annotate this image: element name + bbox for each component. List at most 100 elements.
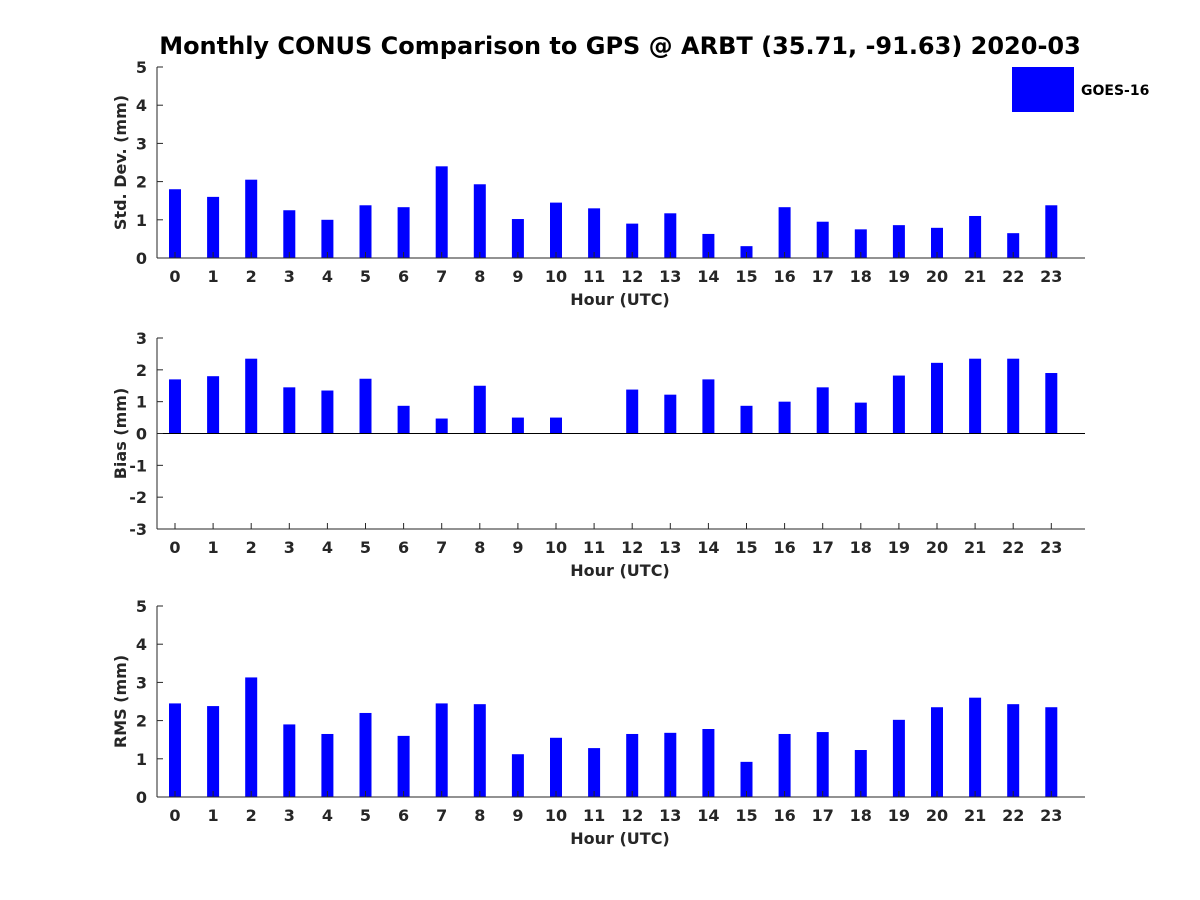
- bias-x-tick-label: 13: [659, 538, 681, 557]
- bias-x-tick-label: 6: [398, 538, 409, 557]
- std-dev-y-tick-label: 3: [136, 134, 147, 153]
- rms-bar-14: [702, 729, 715, 797]
- rms-x-tick-label: 19: [888, 806, 910, 825]
- legend-label: GOES-16: [1081, 83, 1149, 99]
- bias-y-tick-label: -3: [129, 520, 147, 539]
- bias-bar-2: [245, 358, 258, 434]
- rms-x-tick-label: 3: [284, 806, 295, 825]
- rms-x-tick-label: 13: [659, 806, 681, 825]
- bias-bar-20: [931, 362, 943, 434]
- rms-x-tick-label: 15: [735, 806, 757, 825]
- std-dev-y-tick-label: 4: [136, 96, 147, 115]
- bias-x-tick-label: 16: [773, 538, 795, 557]
- bias-bar-5: [359, 378, 372, 434]
- std-dev-bar-2: [245, 179, 258, 258]
- std-dev-x-tick-label: 13: [659, 267, 681, 286]
- bias-bar-18: [854, 402, 867, 434]
- std-dev-y-tick-label: 2: [136, 173, 147, 192]
- rms-bar-13: [664, 732, 677, 797]
- bias-y-tick-label: 1: [136, 393, 147, 412]
- bias-x-tick-label: 19: [888, 538, 910, 557]
- std-dev-bar-13: [664, 213, 677, 258]
- std-dev-x-tick-label: 20: [926, 267, 948, 286]
- rms-x-tick-label: 16: [773, 806, 795, 825]
- bias-x-tick-label: 21: [964, 538, 986, 557]
- std-dev-x-tick-label: 2: [246, 267, 257, 286]
- std-dev-x-tick-label: 3: [284, 267, 295, 286]
- rms-x-tick-label: 4: [322, 806, 333, 825]
- rms-x-tick-label: 1: [208, 806, 219, 825]
- bias-x-tick-label: 0: [169, 538, 180, 557]
- std-dev-bar-19: [892, 225, 905, 258]
- bias-bar-6: [397, 405, 410, 434]
- rms-bar-3: [283, 724, 296, 797]
- rms-bar-5: [359, 712, 372, 797]
- std-dev-bar-14: [702, 233, 715, 258]
- std-dev-x-tick-label: 22: [1002, 267, 1024, 286]
- std-dev-x-tick-label: 0: [169, 267, 180, 286]
- rms-x-tick-label: 20: [926, 806, 948, 825]
- rms-bar-10: [550, 737, 562, 797]
- bias-bar-4: [321, 390, 334, 434]
- rms-y-tick-label: 0: [136, 788, 147, 807]
- std-dev-bar-4: [321, 219, 334, 258]
- bias-x-tick-label: 20: [926, 538, 948, 557]
- bias-bar-16: [778, 401, 791, 434]
- legend: GOES-16: [1012, 67, 1149, 112]
- std-dev-bar-22: [1007, 233, 1020, 258]
- bias-bar-8: [473, 385, 486, 434]
- rms-x-tick-label: 23: [1040, 806, 1062, 825]
- std-dev-bar-23: [1045, 205, 1058, 258]
- bias-y-axis-label: Bias (mm): [111, 388, 130, 480]
- rms-bar-18: [854, 750, 867, 797]
- std-dev-bar-20: [931, 227, 943, 258]
- bias-bar-15: [740, 405, 753, 434]
- std-dev-y-axis-label: Std. Dev. (mm): [111, 95, 130, 230]
- rms-x-axis-label: Hour (UTC): [570, 829, 670, 848]
- bias-y-tick-label: 2: [136, 361, 147, 380]
- std-dev-x-tick-label: 17: [812, 267, 834, 286]
- bias-bar-12: [626, 389, 639, 434]
- bias-bar-0: [169, 379, 181, 434]
- rms-y-tick-label: 3: [136, 673, 147, 692]
- rms-x-tick-label: 2: [246, 806, 257, 825]
- bias-bar-10: [550, 417, 562, 434]
- rms-bar-7: [435, 703, 448, 797]
- rms-bar-9: [511, 754, 524, 797]
- figure-title: Monthly CONUS Comparison to GPS @ ARBT (…: [159, 32, 1081, 60]
- std-dev-bar-10: [550, 202, 562, 258]
- std-dev-bar-17: [816, 221, 829, 258]
- std-dev-bar-11: [588, 208, 601, 258]
- std-dev-x-axis-label: Hour (UTC): [570, 290, 670, 309]
- bias-x-tick-label: 2: [246, 538, 257, 557]
- rms-x-tick-label: 14: [697, 806, 719, 825]
- rms-x-tick-label: 9: [512, 806, 523, 825]
- std-dev-x-tick-label: 1: [208, 267, 219, 286]
- bias-bar-23: [1045, 373, 1058, 434]
- bias-bar-7: [435, 418, 448, 434]
- bias-x-tick-label: 7: [436, 538, 447, 557]
- std-dev-x-tick-label: 12: [621, 267, 643, 286]
- std-dev-bar-16: [778, 207, 791, 258]
- bias-x-tick-label: 10: [545, 538, 567, 557]
- rms-bar-17: [816, 732, 829, 797]
- std-dev-x-tick-label: 23: [1040, 267, 1062, 286]
- rms-bar-8: [473, 704, 486, 797]
- bias-bar-17: [816, 387, 829, 434]
- rms-bar-22: [1007, 704, 1020, 797]
- rms-bar-4: [321, 733, 334, 797]
- std-dev-bar-0: [169, 189, 181, 258]
- bias-bar-1: [207, 376, 220, 434]
- std-dev-x-tick-label: 21: [964, 267, 986, 286]
- std-dev-bar-3: [283, 210, 296, 258]
- rms-bar-11: [588, 748, 601, 797]
- std-dev-bar-9: [511, 219, 524, 258]
- std-dev-bar-12: [626, 223, 639, 258]
- bias-x-tick-label: 4: [322, 538, 333, 557]
- rms-x-tick-label: 0: [169, 806, 180, 825]
- rms-y-tick-label: 1: [136, 750, 147, 769]
- bias-x-tick-label: 8: [474, 538, 485, 557]
- std-dev-x-tick-label: 15: [735, 267, 757, 286]
- std-dev-x-tick-label: 7: [436, 267, 447, 286]
